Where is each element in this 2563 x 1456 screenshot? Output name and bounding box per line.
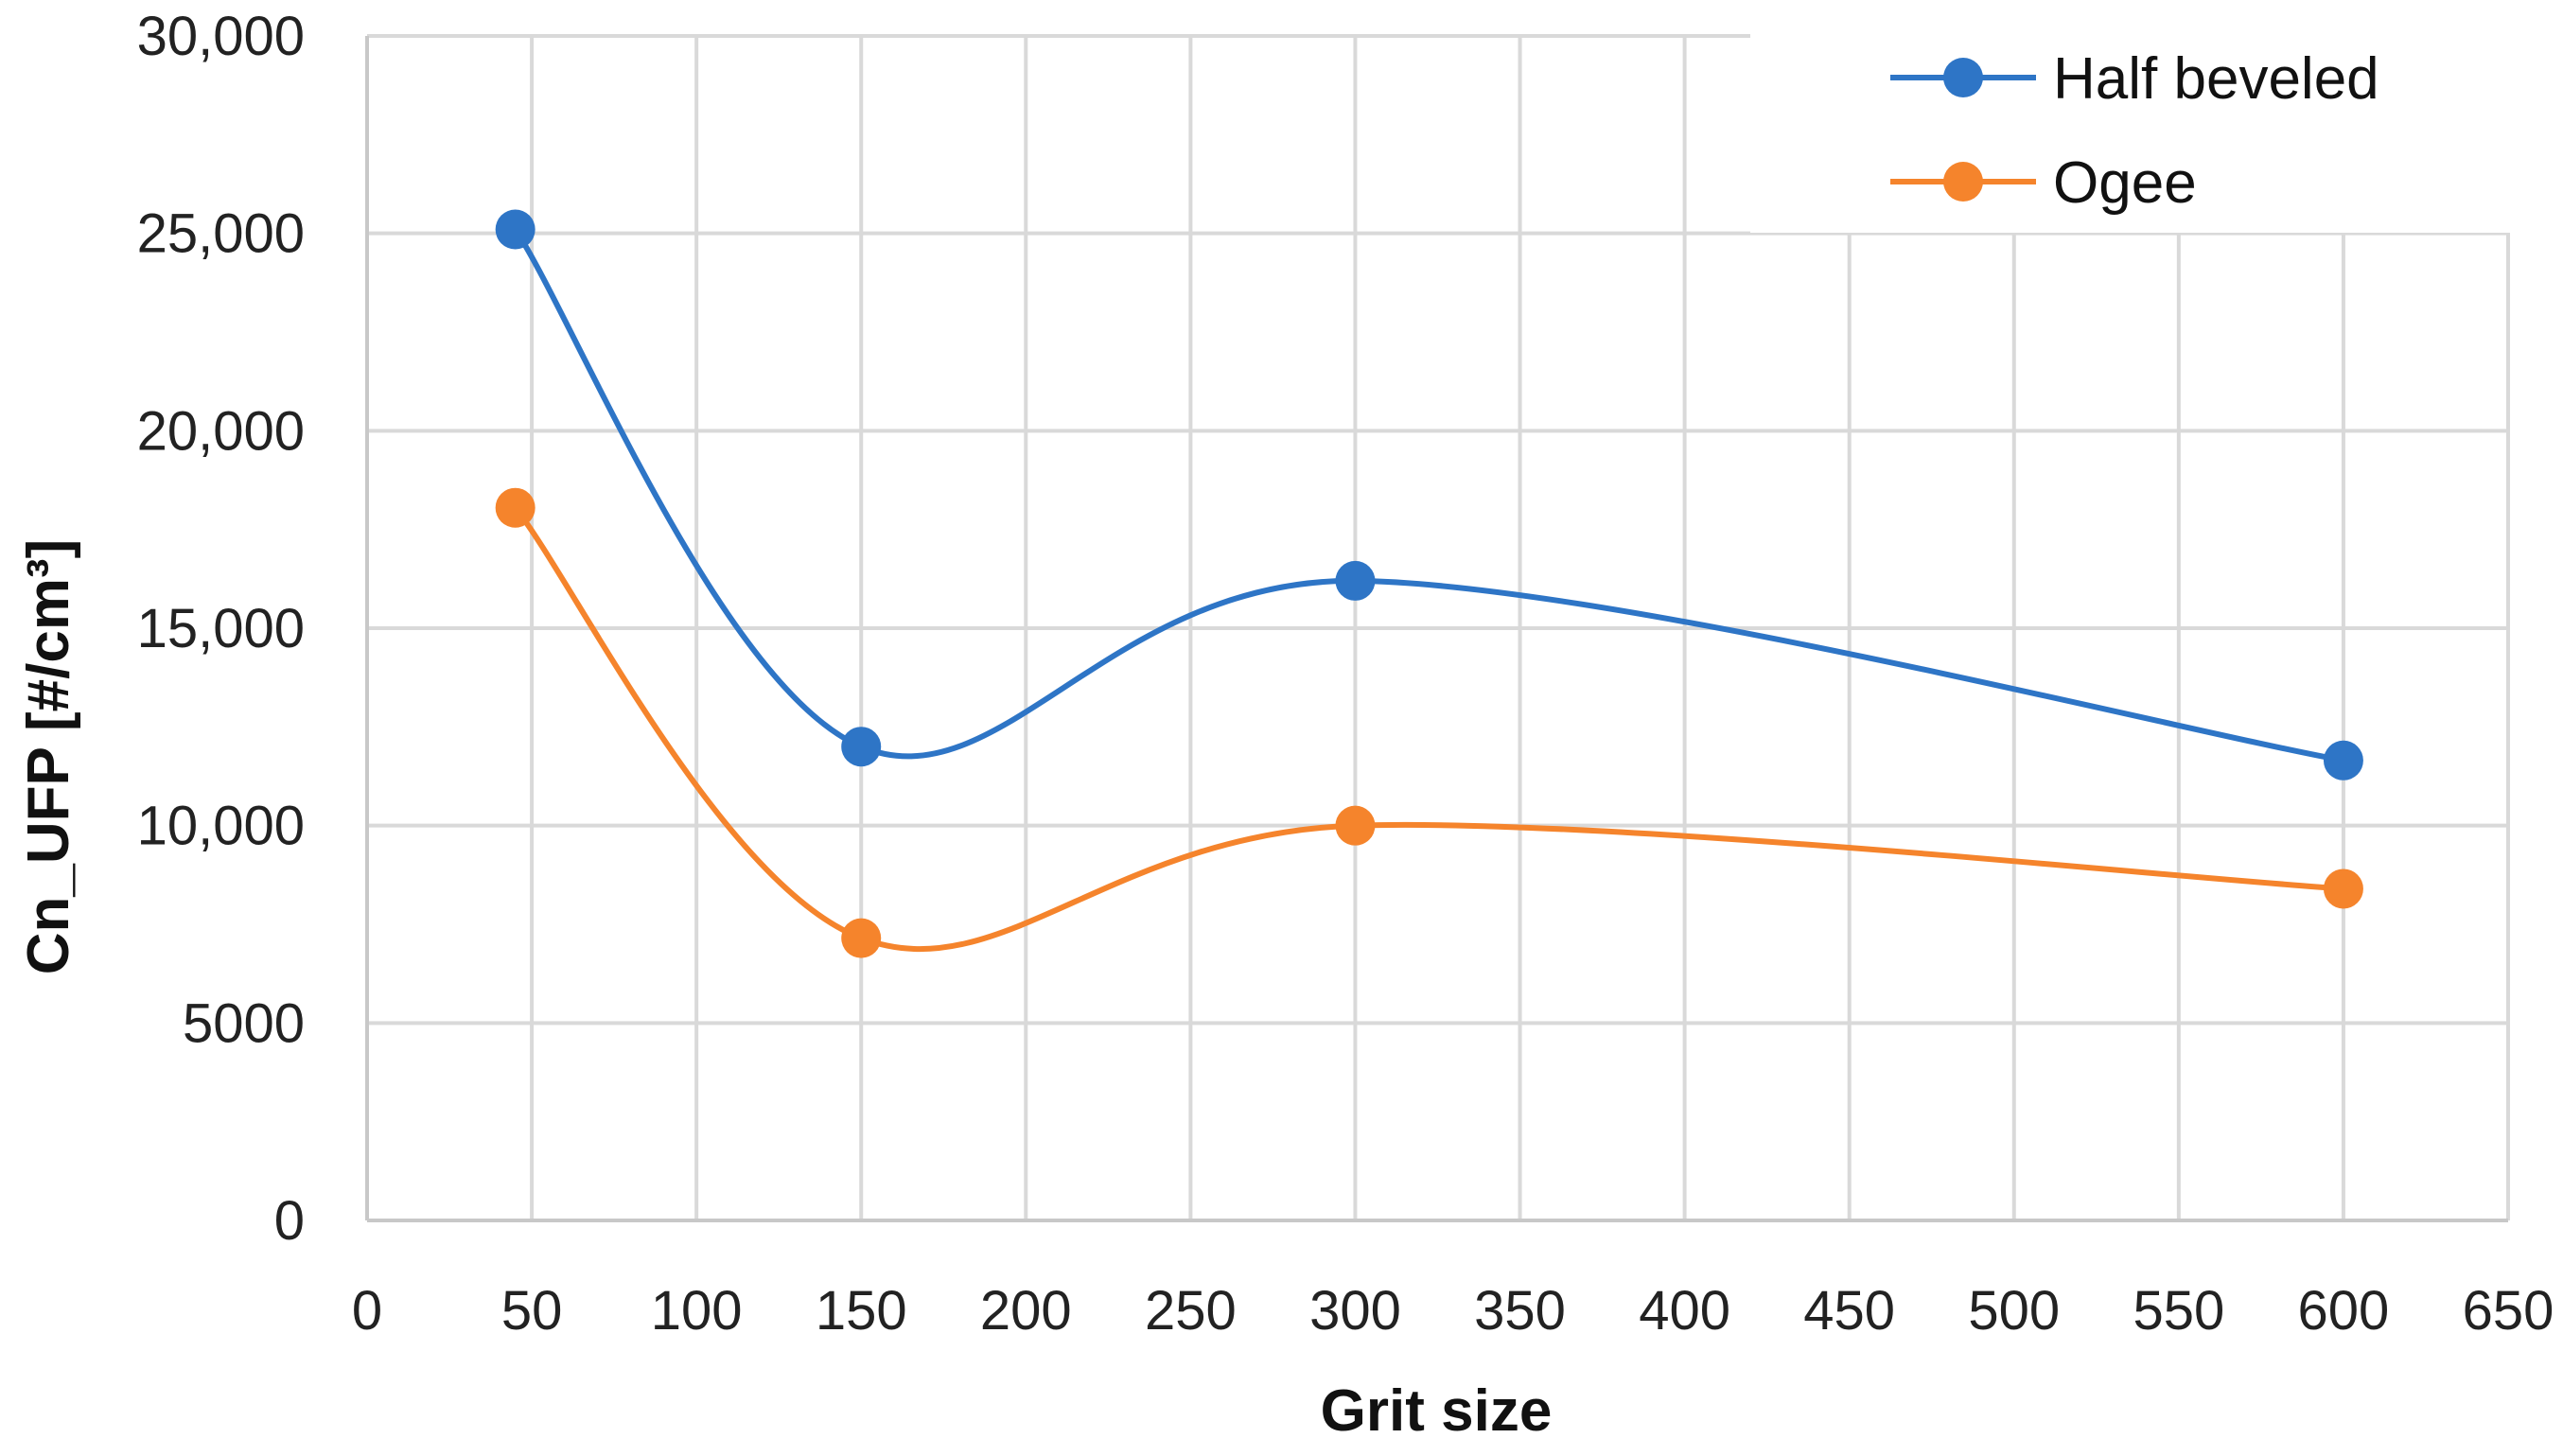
- x-tick-label: 150: [816, 1280, 907, 1342]
- data-point-ogee: [2323, 868, 2363, 909]
- x-tick-label: 500: [1968, 1280, 2060, 1342]
- legend-label-half-beveled: Half beveled: [2053, 46, 2379, 112]
- series-layer: [495, 209, 2363, 958]
- legend-marker-ogee: [1943, 162, 1983, 202]
- x-tick-label: 350: [1474, 1280, 1566, 1342]
- legend-marker-half-beveled: [1943, 58, 1983, 97]
- x-tick-label: 300: [1309, 1280, 1401, 1342]
- data-point-ogee: [1335, 805, 1376, 846]
- legend-item-half-beveled: Half beveled: [1890, 46, 2379, 112]
- data-point-half-beveled: [1335, 560, 1376, 601]
- x-tick-label: 650: [2463, 1280, 2554, 1342]
- x-tick-label: 450: [1803, 1280, 1895, 1342]
- y-axis-tick-labels: 0 5000 10,000 15,000 20,000 25,000 30,000: [137, 6, 305, 1252]
- legend-item-ogee: Ogee: [1890, 150, 2197, 216]
- data-point-half-beveled: [841, 727, 882, 767]
- y-tick-label: 0: [274, 1190, 305, 1252]
- x-tick-label: 50: [501, 1280, 563, 1342]
- x-axis-title: Grit size: [1321, 1378, 1553, 1444]
- legend-background: [1750, 26, 2517, 233]
- legend-label-ogee: Ogee: [2053, 150, 2197, 216]
- data-point-half-beveled: [495, 209, 535, 250]
- y-tick-label: 10,000: [137, 796, 305, 857]
- y-tick-label: 20,000: [137, 400, 305, 462]
- data-point-ogee: [495, 487, 535, 528]
- x-tick-label: 550: [2133, 1280, 2224, 1342]
- x-tick-label: 200: [980, 1280, 1072, 1342]
- axes: [365, 36, 2508, 1222]
- x-tick-label: 0: [352, 1280, 382, 1342]
- y-tick-label: 30,000: [137, 6, 305, 67]
- series-line-half-beveled: [512, 226, 2346, 763]
- x-tick-label: 400: [1639, 1280, 1730, 1342]
- y-tick-label: 25,000: [137, 203, 305, 265]
- x-tick-label: 100: [651, 1280, 743, 1342]
- x-axis-tick-labels: 0 50 100 150 200 250 300 350 400 450 500 550 600 650: [352, 1280, 2554, 1342]
- data-point-ogee: [841, 918, 882, 958]
- y-axis-title: Cn_UFP [#/cm³]: [16, 539, 81, 975]
- series-line-ogee: [512, 504, 2346, 952]
- y-tick-label: 5000: [183, 992, 305, 1054]
- legend: Half beveled Ogee: [1750, 26, 2517, 233]
- data-point-half-beveled: [2323, 740, 2363, 781]
- y-tick-label: 15,000: [137, 598, 305, 659]
- grid: [367, 34, 2510, 1220]
- x-tick-label: 600: [2298, 1280, 2390, 1342]
- x-tick-label: 250: [1145, 1280, 1237, 1342]
